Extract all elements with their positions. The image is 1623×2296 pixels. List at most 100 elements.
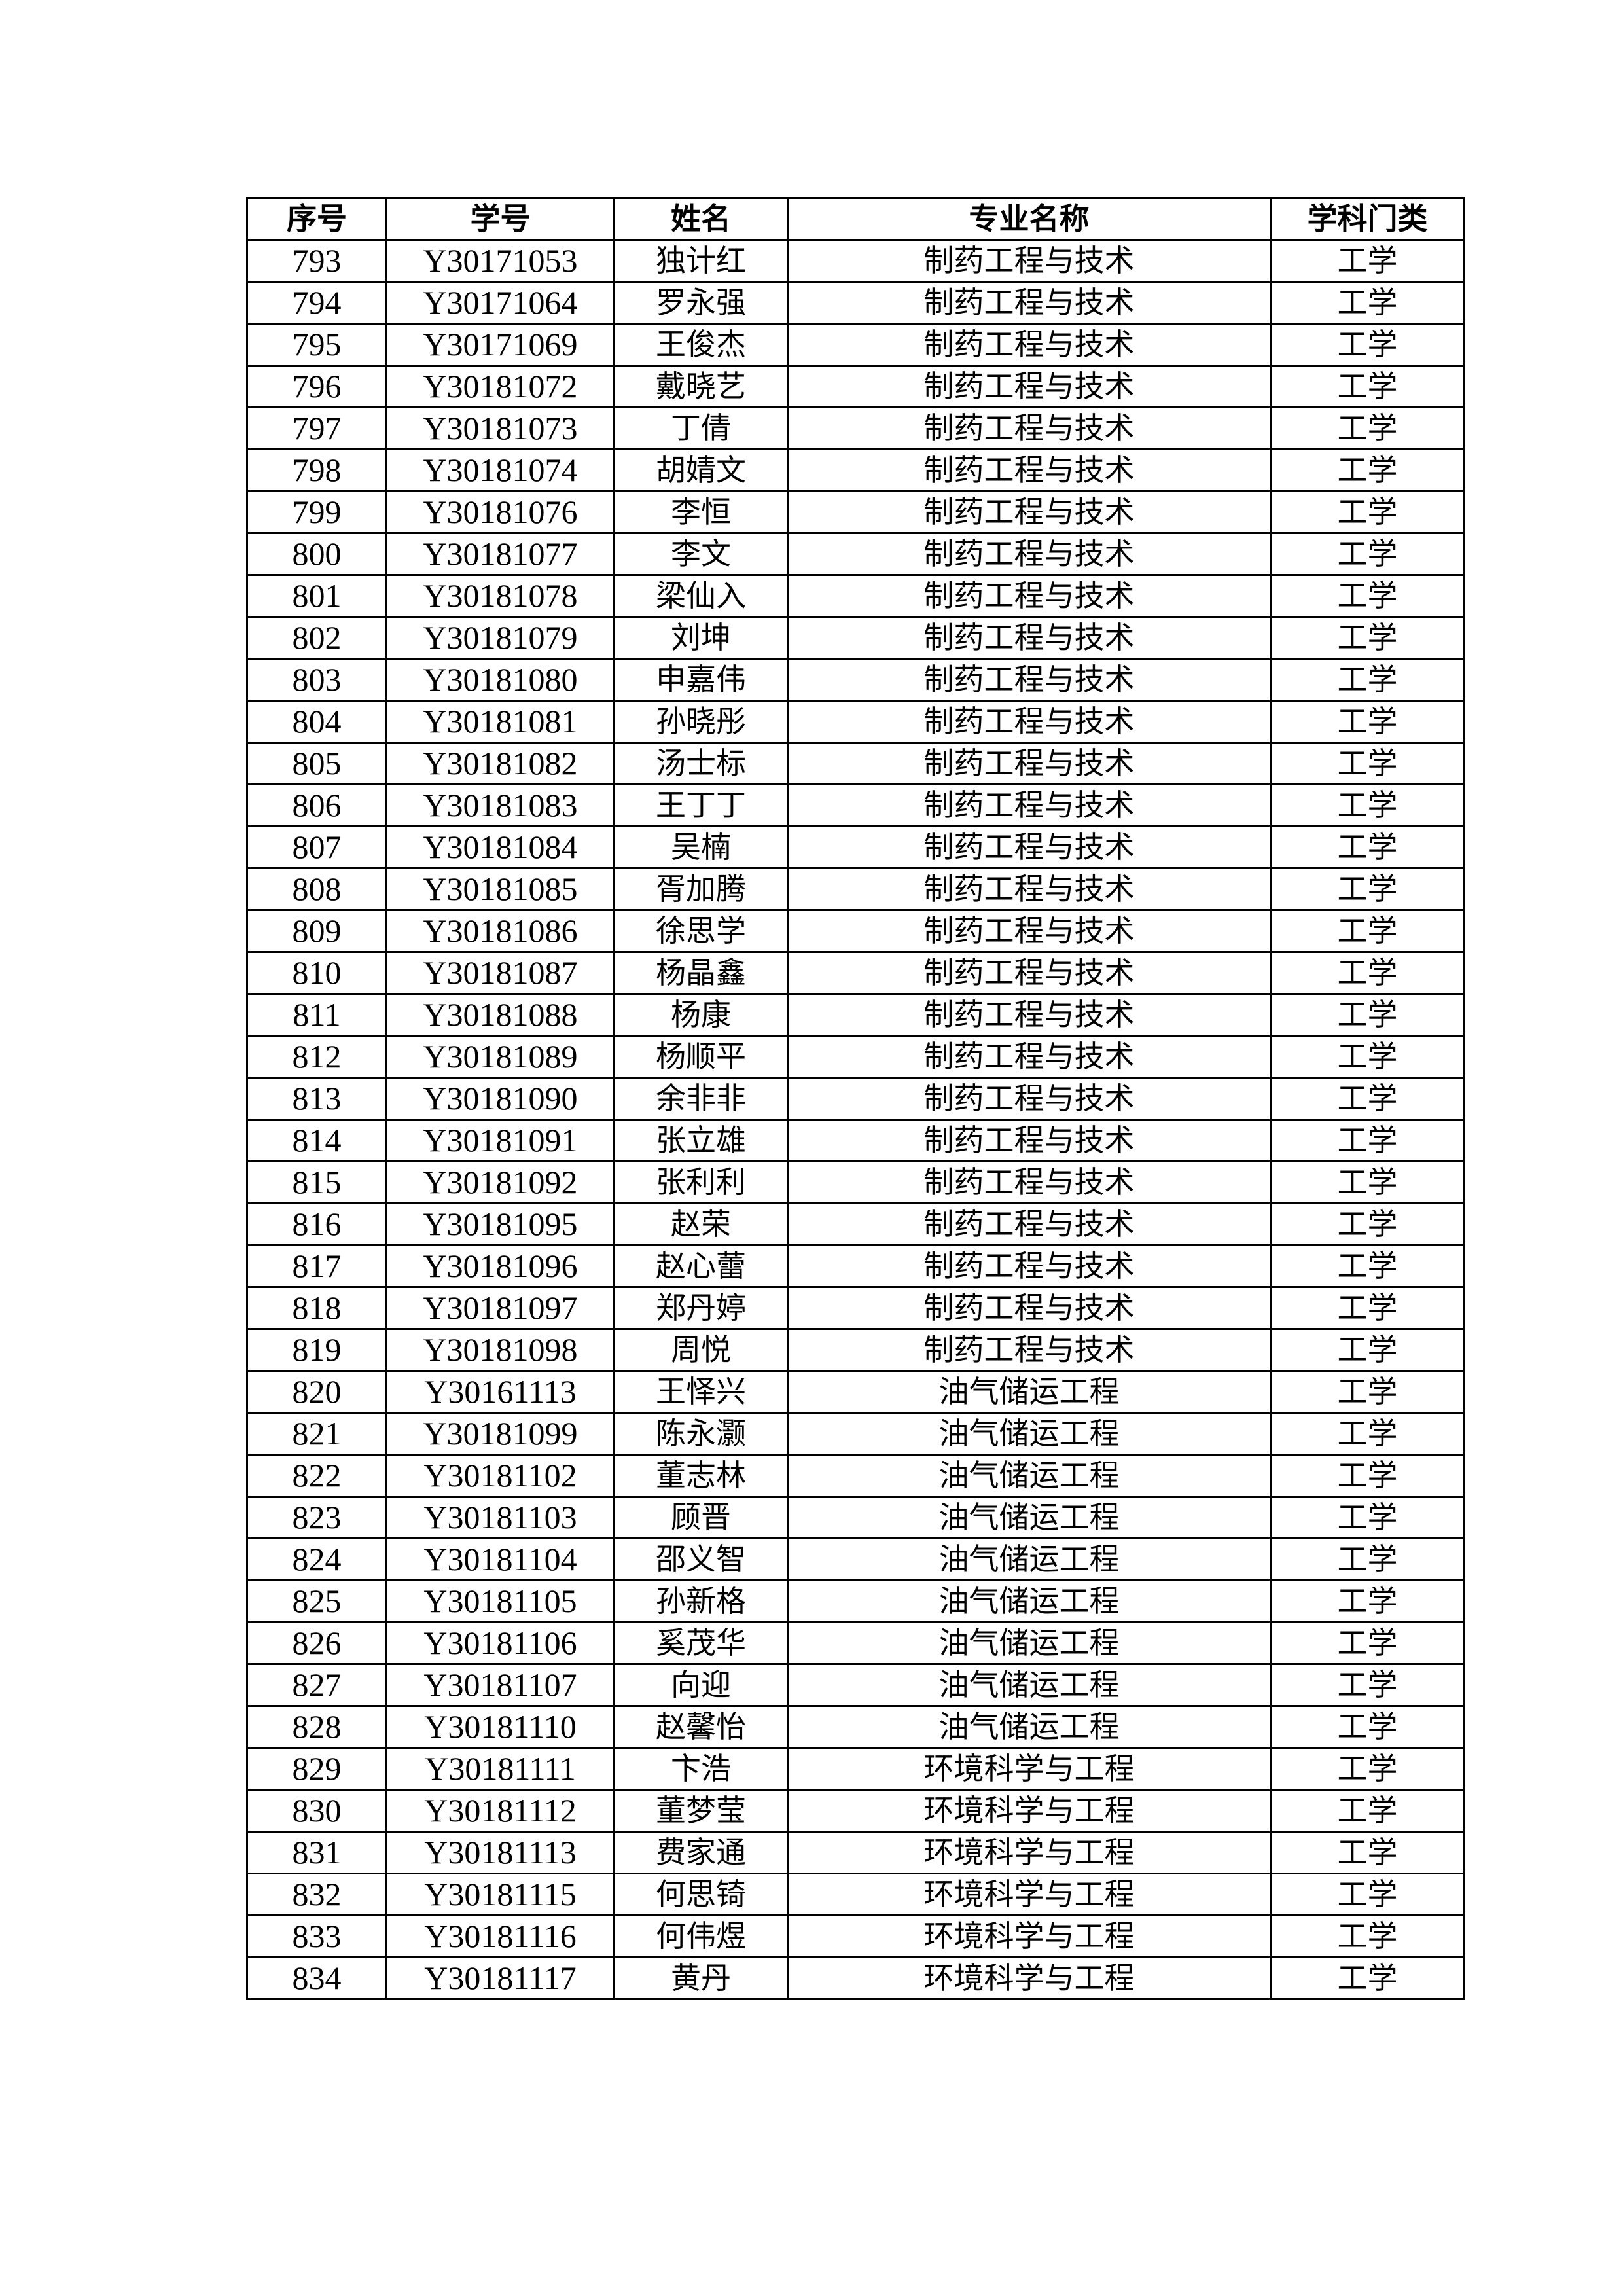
cell-major: 制药工程与技术 <box>787 700 1272 744</box>
cell-major: 环境科学与工程 <box>787 1789 1272 1833</box>
table-row: 827 Y30181107 向迎 油气储运工程 工学 <box>246 1663 1465 1707</box>
cell-name: 何伟煜 <box>613 1914 789 1958</box>
header-student-id: 学号 <box>385 197 615 241</box>
cell-student-id: Y30181113 <box>385 1831 615 1874</box>
table-row: 798 Y30181074 胡婧文 制药工程与技术 工学 <box>246 448 1465 492</box>
cell-student-id: Y30181103 <box>385 1496 615 1539</box>
cell-name: 孙新格 <box>613 1579 789 1623</box>
cell-name: 杨晶鑫 <box>613 951 789 995</box>
table-row: 828 Y30181110 赵馨怡 油气储运工程 工学 <box>246 1705 1465 1749</box>
cell-discipline: 工学 <box>1270 783 1465 827</box>
cell-major: 油气储运工程 <box>787 1496 1272 1539</box>
cell-index: 826 <box>246 1621 387 1665</box>
cell-index: 819 <box>246 1328 387 1372</box>
cell-discipline: 工学 <box>1270 909 1465 953</box>
table-row: 816 Y30181095 赵荣 制药工程与技术 工学 <box>246 1202 1465 1246</box>
table-row: 799 Y30181076 李恒 制药工程与技术 工学 <box>246 490 1465 534</box>
cell-student-id: Y30181086 <box>385 909 615 953</box>
cell-discipline: 工学 <box>1270 951 1465 995</box>
table-row: 803 Y30181080 申嘉伟 制药工程与技术 工学 <box>246 658 1465 702</box>
cell-major: 制药工程与技术 <box>787 783 1272 827</box>
table-row: 810 Y30181087 杨晶鑫 制药工程与技术 工学 <box>246 951 1465 995</box>
cell-major: 环境科学与工程 <box>787 1747 1272 1791</box>
cell-index: 808 <box>246 867 387 911</box>
cell-index: 816 <box>246 1202 387 1246</box>
cell-student-id: Y30181105 <box>385 1579 615 1623</box>
cell-index: 804 <box>246 700 387 744</box>
cell-name: 独计红 <box>613 239 789 283</box>
cell-discipline: 工学 <box>1270 1831 1465 1874</box>
cell-index: 813 <box>246 1077 387 1121</box>
table-row: 812 Y30181089 杨顺平 制药工程与技术 工学 <box>246 1035 1465 1079</box>
cell-major: 油气储运工程 <box>787 1663 1272 1707</box>
cell-name: 梁仙入 <box>613 574 789 618</box>
cell-index: 823 <box>246 1496 387 1539</box>
cell-discipline: 工学 <box>1270 700 1465 744</box>
cell-name: 孙晓彤 <box>613 700 789 744</box>
cell-index: 799 <box>246 490 387 534</box>
table-row: 807 Y30181084 吴楠 制药工程与技术 工学 <box>246 825 1465 869</box>
cell-major: 油气储运工程 <box>787 1705 1272 1749</box>
cell-name: 刘坤 <box>613 616 789 660</box>
cell-student-id: Y30181082 <box>385 742 615 785</box>
cell-discipline: 工学 <box>1270 490 1465 534</box>
cell-discipline: 工学 <box>1270 532 1465 576</box>
cell-discipline: 工学 <box>1270 1914 1465 1958</box>
cell-major: 制药工程与技术 <box>787 448 1272 492</box>
table-row: 834 Y30181117 黄丹 环境科学与工程 工学 <box>246 1956 1465 2000</box>
table-row: 817 Y30181096 赵心蕾 制药工程与技术 工学 <box>246 1244 1465 1288</box>
table-row: 800 Y30181077 李文 制药工程与技术 工学 <box>246 532 1465 576</box>
cell-major: 环境科学与工程 <box>787 1873 1272 1916</box>
cell-name: 李恒 <box>613 490 789 534</box>
cell-student-id: Y30181104 <box>385 1537 615 1581</box>
cell-discipline: 工学 <box>1270 1160 1465 1204</box>
cell-discipline: 工学 <box>1270 616 1465 660</box>
table-row: 823 Y30181103 顾晋 油气储运工程 工学 <box>246 1496 1465 1539</box>
cell-major: 油气储运工程 <box>787 1412 1272 1456</box>
cell-name: 向迎 <box>613 1663 789 1707</box>
cell-discipline: 工学 <box>1270 658 1465 702</box>
cell-discipline: 工学 <box>1270 239 1465 283</box>
cell-index: 821 <box>246 1412 387 1456</box>
cell-discipline: 工学 <box>1270 1035 1465 1079</box>
cell-major: 制药工程与技术 <box>787 574 1272 618</box>
cell-major: 制药工程与技术 <box>787 1328 1272 1372</box>
cell-discipline: 工学 <box>1270 1077 1465 1121</box>
cell-major: 环境科学与工程 <box>787 1831 1272 1874</box>
cell-index: 796 <box>246 365 387 408</box>
cell-student-id: Y30171069 <box>385 323 615 367</box>
cell-index: 832 <box>246 1873 387 1916</box>
cell-student-id: Y30181117 <box>385 1956 615 2000</box>
cell-index: 827 <box>246 1663 387 1707</box>
cell-student-id: Y30181085 <box>385 867 615 911</box>
cell-index: 805 <box>246 742 387 785</box>
cell-major: 油气储运工程 <box>787 1537 1272 1581</box>
cell-student-id: Y30181111 <box>385 1747 615 1791</box>
cell-major: 制药工程与技术 <box>787 951 1272 995</box>
cell-major: 制药工程与技术 <box>787 1286 1272 1330</box>
cell-student-id: Y30181087 <box>385 951 615 995</box>
cell-index: 794 <box>246 281 387 325</box>
cell-major: 制药工程与技术 <box>787 490 1272 534</box>
table-row: 819 Y30181098 周悦 制药工程与技术 工学 <box>246 1328 1465 1372</box>
cell-name: 丁倩 <box>613 406 789 450</box>
cell-name: 杨康 <box>613 993 789 1037</box>
cell-name: 赵馨怡 <box>613 1705 789 1749</box>
cell-index: 811 <box>246 993 387 1037</box>
cell-major: 制药工程与技术 <box>787 742 1272 785</box>
table-row: 814 Y30181091 张立雄 制药工程与技术 工学 <box>246 1119 1465 1162</box>
table-row: 811 Y30181088 杨康 制药工程与技术 工学 <box>246 993 1465 1037</box>
cell-discipline: 工学 <box>1270 1412 1465 1456</box>
cell-index: 793 <box>246 239 387 283</box>
cell-student-id: Y30181096 <box>385 1244 615 1288</box>
cell-student-id: Y30171053 <box>385 239 615 283</box>
cell-student-id: Y30181072 <box>385 365 615 408</box>
table-row: 795 Y30171069 王俊杰 制药工程与技术 工学 <box>246 323 1465 367</box>
cell-discipline: 工学 <box>1270 1496 1465 1539</box>
table-row: 831 Y30181113 费家通 环境科学与工程 工学 <box>246 1831 1465 1874</box>
table-row: 809 Y30181086 徐思学 制药工程与技术 工学 <box>246 909 1465 953</box>
cell-student-id: Y30181088 <box>385 993 615 1037</box>
cell-index: 807 <box>246 825 387 869</box>
table-row: 794 Y30171064 罗永强 制药工程与技术 工学 <box>246 281 1465 325</box>
cell-name: 何思锜 <box>613 1873 789 1916</box>
